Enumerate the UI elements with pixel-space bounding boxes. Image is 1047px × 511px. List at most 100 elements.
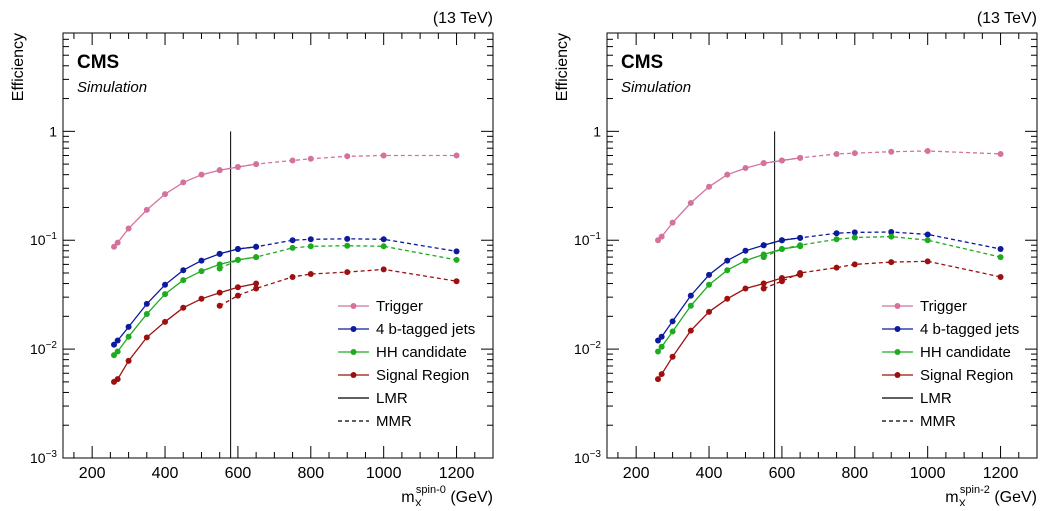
data-point [778,246,785,253]
x-tick-label: 400 [152,465,179,482]
mmr-line [763,150,1001,164]
data-point [143,311,150,318]
x-tick-label: 400 [696,465,723,482]
data-point [198,257,205,264]
data-point [216,265,223,272]
data-point [706,281,713,288]
data-point [453,248,460,255]
data-point [778,278,785,285]
data-point [997,273,1004,280]
legend-marker [894,326,901,332]
data-point [833,264,840,271]
data-point [655,348,662,355]
data-point [216,302,223,309]
data-point [833,150,840,157]
data-point [216,167,223,174]
series-trigger [111,152,460,250]
legend-marker [894,349,901,355]
data-point [797,154,804,161]
data-point [234,256,241,263]
data-point [924,231,931,238]
data-point [216,261,223,268]
data-point [658,233,665,240]
data-point [687,302,694,309]
series-hh-candidate [111,242,460,359]
data-point [289,244,296,251]
legend-label: Signal Region [920,367,1013,384]
data-point [114,239,121,246]
data-point [114,376,121,383]
data-point [162,291,169,298]
data-point [380,243,387,250]
data-point [234,164,241,171]
data-point [125,333,132,340]
data-point [742,165,749,172]
legend-marker [350,372,357,378]
mmr-line [763,235,1001,258]
data-point [724,257,731,264]
data-point [307,243,314,250]
legend-marker [350,349,357,355]
chart-panel-2: 200 400 600 800 1000 1200 10−3 10−2 10−1 1 Efficie… [554,10,1038,510]
series-4-b-tagged-jets [655,228,1004,344]
mmr-line [763,231,1001,250]
data-point [742,285,749,292]
data-point [706,271,713,278]
data-point [344,153,351,160]
data-point [253,280,260,287]
legend-label: MMR [920,413,956,430]
plot-frame [62,32,494,459]
data-point [658,343,665,350]
lmr-line [657,274,801,380]
series-hh-candidate [655,233,1004,355]
chart-panel-1: 200 400 600 800 1000 1200 10−3 10−2 10−1 1 Efficie… [10,10,494,510]
x-tick-label: 600 [769,465,796,482]
data-point [706,183,713,190]
energy-label: (13 TeV) [433,10,493,27]
data-point [162,191,169,198]
data-point [742,257,749,264]
data-point [344,269,351,276]
y-tick-label: 10−3 [30,449,57,466]
data-point [655,337,662,344]
data-point [216,289,223,296]
data-point [198,295,205,302]
x-tick-label: 800 [841,465,868,482]
data-point [344,235,351,242]
data-point [180,277,187,284]
experiment-label: CMS [77,52,119,73]
x-tick-label: 1200 [439,465,475,482]
data-point [111,352,118,359]
series-signal-region [111,266,460,385]
data-point [114,348,121,355]
data-point [888,233,895,240]
data-point [687,199,694,206]
data-point [289,157,296,164]
legend-label: LMR [920,390,952,407]
simulation-label: Simulation [77,79,147,96]
data-point [143,206,150,213]
data-point [162,281,169,288]
data-point [851,229,858,236]
data-point [669,318,676,325]
data-point [924,237,931,244]
data-point [380,152,387,159]
data-point [687,327,694,334]
series-4-b-tagged-jets [111,235,460,348]
legend-label: MMR [376,413,412,430]
data-point [180,179,187,186]
data-point [724,267,731,274]
data-point [924,258,931,265]
x-tick-label: 800 [297,465,324,482]
data-point [125,357,132,364]
legend: Trigger 4 b-tagged jets HH candidate Signal… [882,298,1019,430]
legend-label: LMR [376,390,408,407]
legend-label: HH candidate [920,344,1011,361]
series-trigger [655,147,1004,244]
x-tick-label: 200 [623,465,650,482]
mmr-line [219,154,457,171]
series-signal-region [655,258,1004,383]
mmr-line [219,268,457,307]
y-tick-label: 10−2 [574,340,601,357]
